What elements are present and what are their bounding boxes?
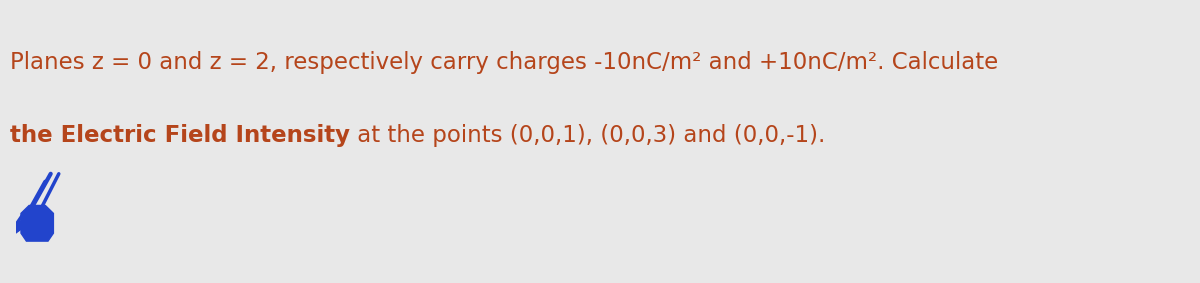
Text: at the points (0,0,1), (0,0,3) and (0,0,-1).: at the points (0,0,1), (0,0,3) and (0,0,… <box>349 124 824 147</box>
Text: the Electric Field Intensity: the Electric Field Intensity <box>10 124 349 147</box>
Polygon shape <box>16 221 22 233</box>
Text: Planes z = 0 and z = 2, respectively carry charges -10nC/m² and +10nC/m². Calcul: Planes z = 0 and z = 2, respectively car… <box>10 51 998 74</box>
Polygon shape <box>22 205 54 241</box>
